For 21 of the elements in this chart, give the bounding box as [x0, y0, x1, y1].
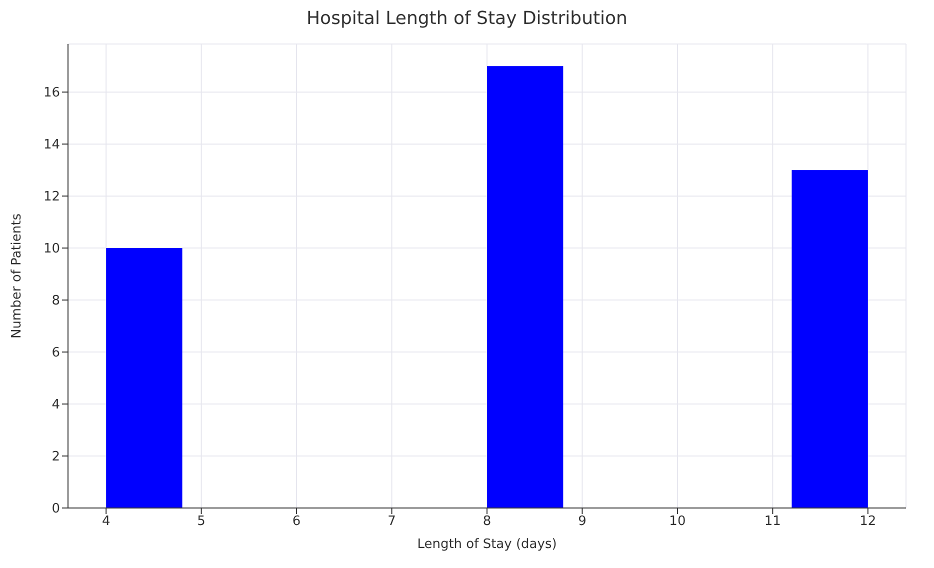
x-tick-label: 11	[764, 514, 781, 530]
x-axis-title: Length of Stay (days)	[417, 537, 557, 552]
y-tick-label: 10	[43, 242, 60, 257]
x-tick-label: 8	[482, 514, 492, 530]
x-tick-label: 5	[197, 514, 206, 530]
y-tick-label: 0	[52, 502, 60, 517]
y-tick-label: 2	[52, 450, 60, 465]
y-tick-label: 14	[43, 138, 60, 153]
y-tick-label: 4	[52, 398, 60, 413]
x-tick-label: 12	[860, 514, 876, 530]
y-axis-title: Number of Patients	[10, 213, 25, 339]
x-tick-label: 4	[102, 514, 110, 530]
y-tick-label: 12	[43, 190, 60, 205]
x-tick-label: 7	[388, 514, 396, 530]
y-tick-label: 16	[43, 86, 60, 101]
y-tick-label: 6	[52, 346, 60, 361]
chart-title: Hospital Length of Stay Distribution	[306, 8, 628, 31]
y-tick-label: 8	[52, 294, 60, 309]
x-tick-label: 6	[292, 514, 301, 530]
x-tick-label: 10	[669, 514, 686, 530]
x-tick-label: 9	[578, 514, 586, 530]
